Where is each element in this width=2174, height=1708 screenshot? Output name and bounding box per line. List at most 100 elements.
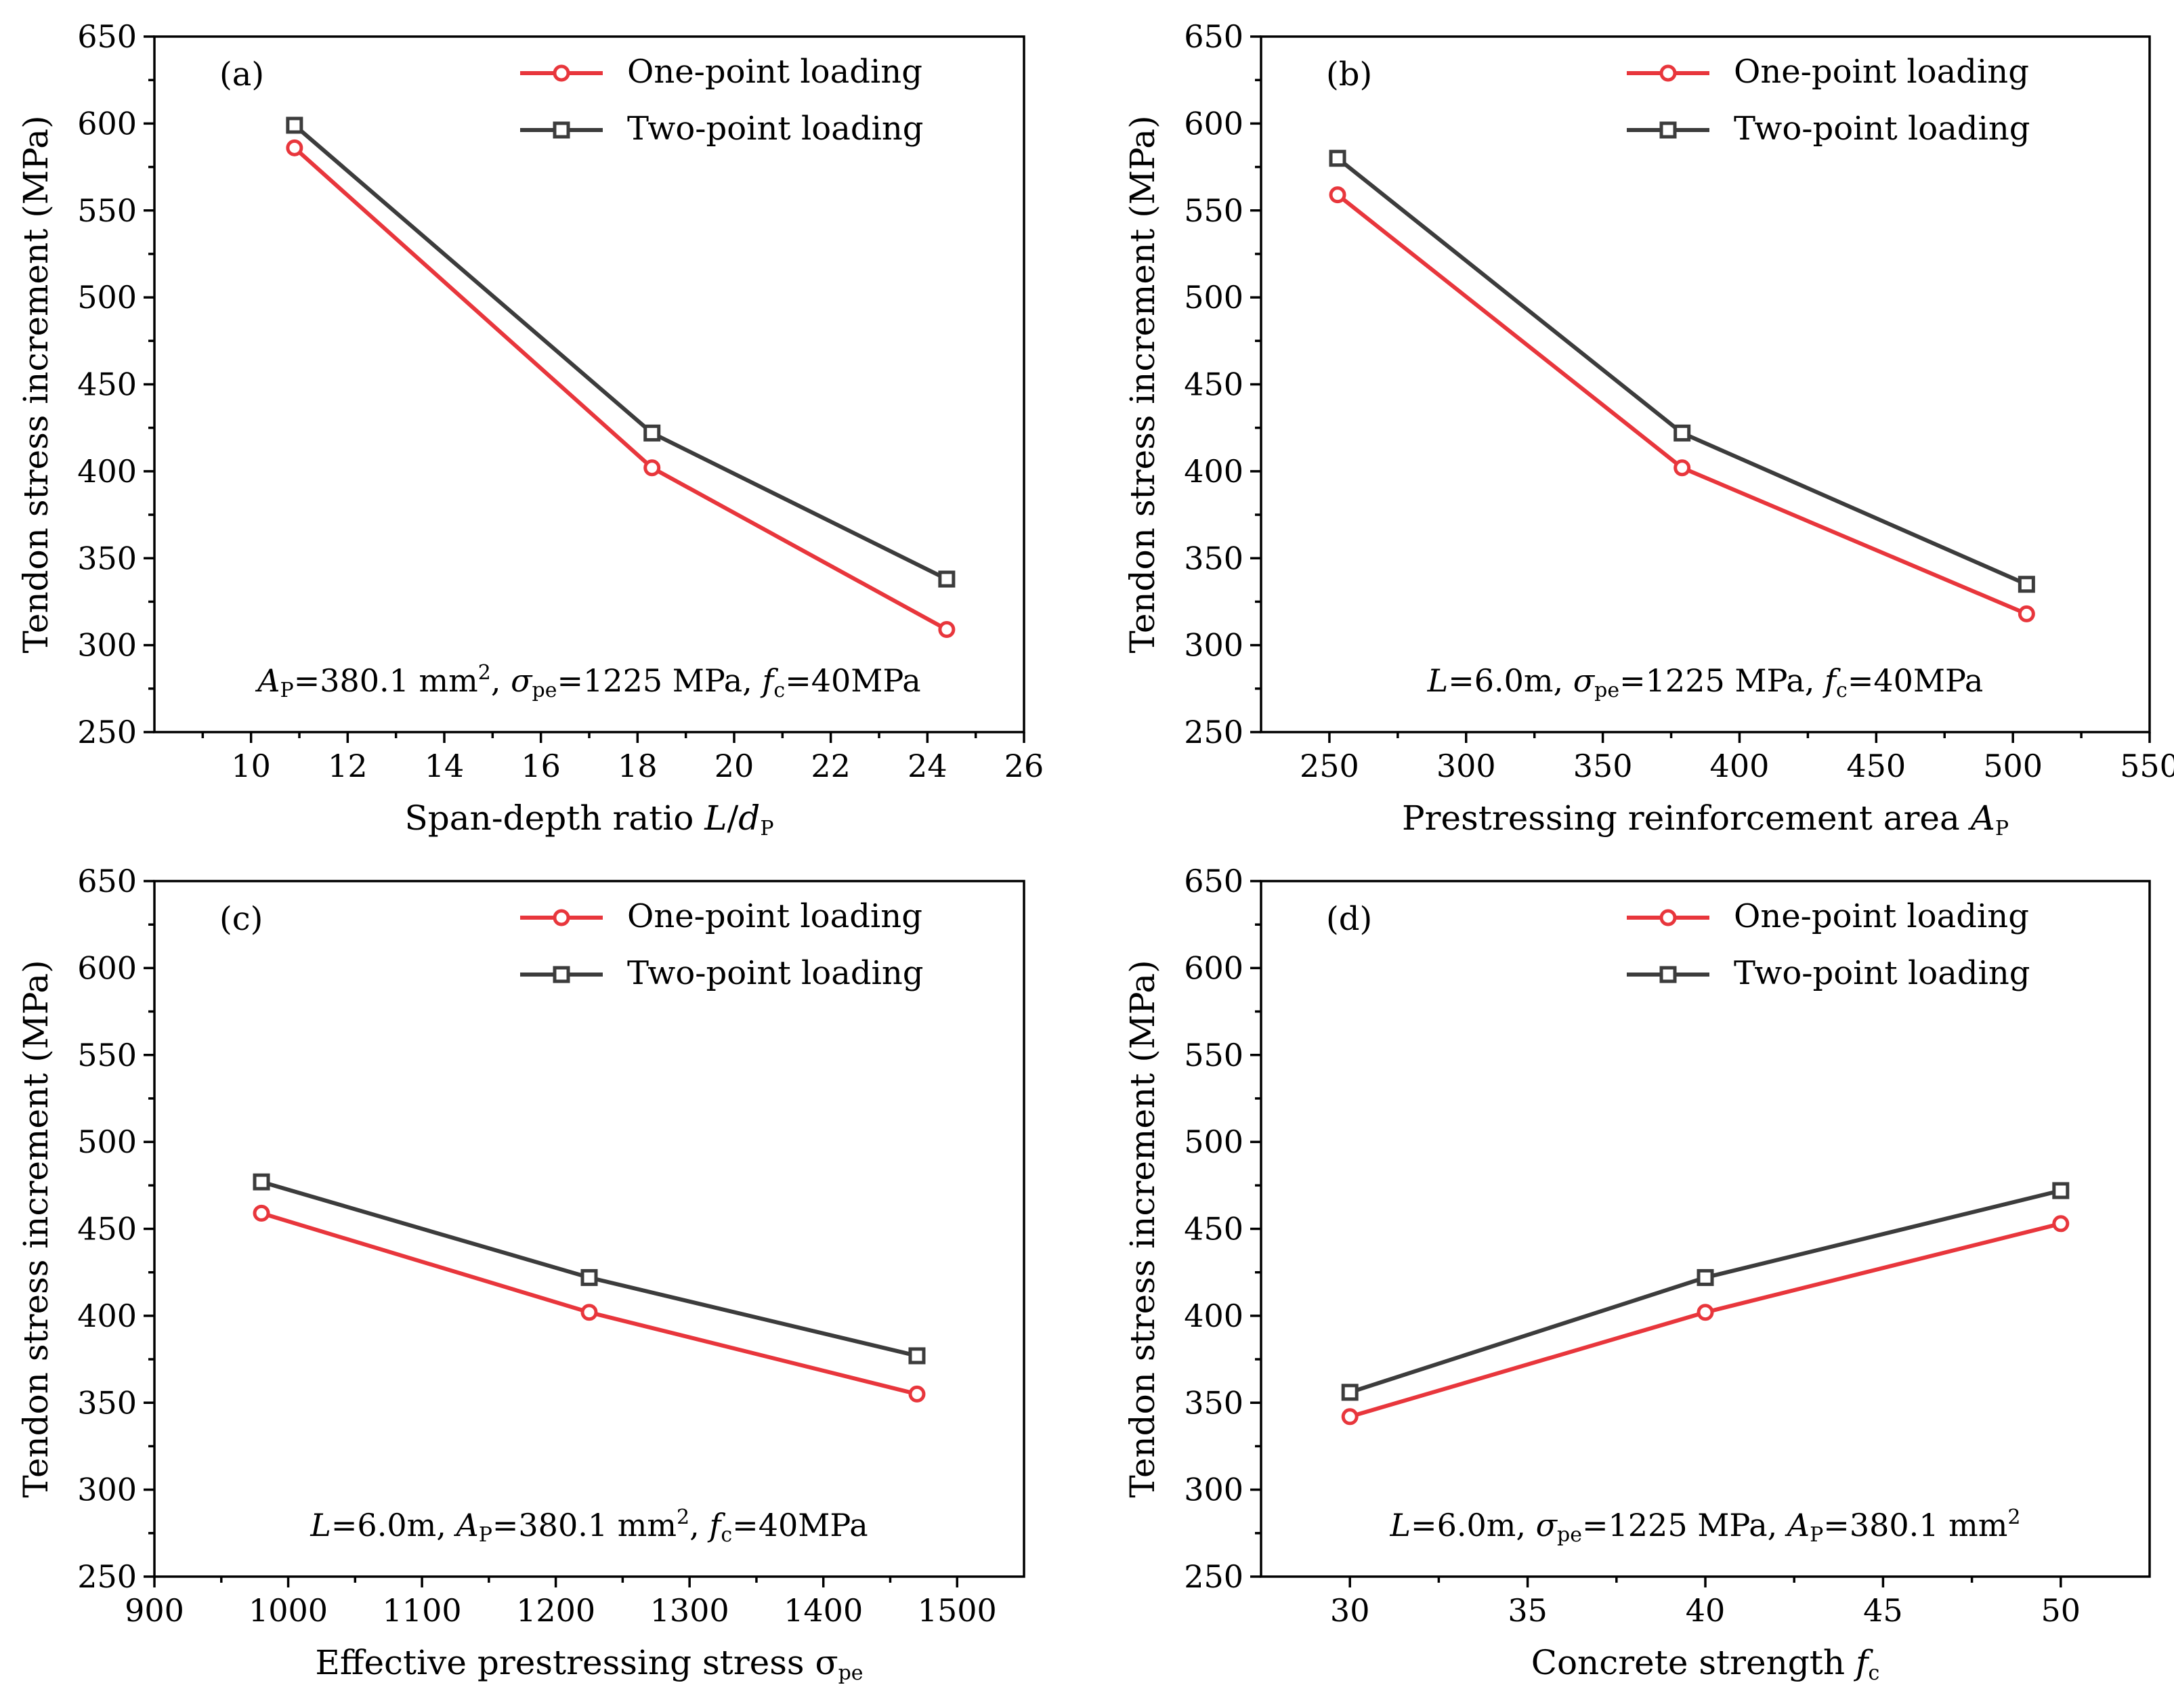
- data-point-two-point: [1674, 424, 1691, 442]
- condition-note: AP=380.1 mm2, σpe=1225 MPa, fc=40MPa: [255, 661, 920, 702]
- x-tick-label: 26: [1004, 748, 1044, 784]
- legend-marker-one-point: [1659, 64, 1677, 82]
- legend-label-one-point: One-point loading: [627, 53, 922, 91]
- x-tick-label: 250: [1300, 748, 1359, 784]
- y-tick-label: 450: [1184, 1211, 1243, 1247]
- x-tick-label: 1000: [249, 1592, 328, 1629]
- y-tick-label: 350: [1184, 1384, 1243, 1421]
- x-tick-label: 1500: [918, 1592, 997, 1629]
- x-tick-label: 1300: [650, 1592, 729, 1629]
- x-tick-label: 1400: [784, 1592, 863, 1629]
- y-axis-label: Tendon stress increment (MPa): [16, 115, 56, 653]
- y-axis-label: Tendon stress increment (MPa): [1123, 115, 1162, 653]
- x-tick-label: 16: [521, 748, 561, 784]
- x-tick-label: 900: [125, 1592, 184, 1629]
- x-tick-label: 20: [715, 748, 754, 784]
- x-tick-label: 50: [2041, 1592, 2081, 1629]
- panel-c: 250 300 350 400 450 500 550 600 650 900 1000 1100 12…: [16, 863, 1025, 1685]
- series-line-one-point: [261, 1211, 918, 1396]
- x-tick-label: 1200: [516, 1592, 595, 1629]
- legend-marker-one-point: [553, 909, 570, 926]
- y-tick-label: 600: [1184, 949, 1243, 986]
- y-tick-label: 350: [77, 1384, 137, 1421]
- data-point-one-point: [286, 139, 303, 156]
- x-tick-label: 350: [1573, 748, 1633, 784]
- y-tick-label: 500: [77, 1124, 137, 1160]
- data-point-one-point: [1329, 186, 1346, 204]
- panel-d: 250 300 350 400 450 500 550 600 650 30 35 40 45 50 Ten…: [1123, 863, 2151, 1685]
- x-tick-label: 22: [811, 748, 851, 784]
- data-point-one-point: [1341, 1408, 1359, 1426]
- y-tick-label: 600: [1184, 105, 1243, 142]
- y-tick-label: 250: [77, 1558, 137, 1595]
- y-tick-label: 350: [1184, 540, 1243, 576]
- y-tick-label: 250: [1184, 714, 1243, 750]
- x-tick-label: 30: [1330, 1592, 1370, 1629]
- legend-marker-one-point: [1659, 909, 1677, 926]
- y-tick-label: 650: [77, 18, 137, 55]
- data-point-one-point: [253, 1204, 270, 1222]
- y-tick-label: 600: [77, 949, 137, 986]
- y-tick-label: 400: [77, 453, 137, 490]
- y-tick-label: 650: [77, 863, 137, 899]
- y-tick-label: 250: [1184, 1558, 1243, 1595]
- x-tick-label: 1100: [383, 1592, 462, 1629]
- data-point-one-point: [1674, 459, 1691, 477]
- data-point-two-point: [580, 1268, 598, 1286]
- y-axis-label: Tendon stress increment (MPa): [1123, 960, 1162, 1497]
- y-tick-label: 300: [1184, 1472, 1243, 1508]
- y-tick-label: 400: [1184, 1298, 1243, 1334]
- y-tick-label: 550: [1184, 192, 1243, 229]
- y-tick-label: 350: [77, 540, 137, 576]
- y-tick-label: 300: [77, 1472, 137, 1508]
- x-axis-label: Concrete strength fc: [1531, 1643, 1880, 1685]
- panel-tag: (a): [219, 56, 264, 93]
- x-tick-label: 400: [1710, 748, 1770, 784]
- y-tick-label: 250: [77, 714, 137, 750]
- x-tick-label: 24: [908, 748, 947, 784]
- data-point-two-point: [643, 424, 661, 442]
- data-point-one-point: [2052, 1215, 2070, 1233]
- condition-note: L=6.0m, σpe=1225 MPa, fc=40MPa: [1427, 662, 1984, 702]
- legend-label-one-point: One-point loading: [627, 897, 922, 935]
- data-point-one-point: [908, 1385, 926, 1403]
- y-tick-label: 650: [1184, 18, 1243, 55]
- x-tick-label: 300: [1436, 748, 1496, 784]
- data-point-two-point: [1697, 1268, 1714, 1286]
- legend-marker-one-point: [553, 64, 570, 82]
- series-line-two-point: [1336, 156, 2028, 586]
- x-tick-label: 500: [1983, 748, 2043, 784]
- y-tick-label: 400: [1184, 453, 1243, 490]
- panel-tag: (c): [219, 900, 263, 938]
- series-line-one-point: [293, 146, 948, 632]
- series-line-two-point: [1349, 1189, 2062, 1394]
- series-line-two-point: [293, 123, 948, 581]
- x-tick-label: 45: [1863, 1592, 1903, 1629]
- y-tick-label: 450: [77, 1211, 137, 1247]
- legend-marker-two-point: [1659, 966, 1677, 983]
- y-tick-label: 450: [77, 366, 137, 403]
- y-tick-label: 300: [1184, 627, 1243, 664]
- series-line-two-point: [261, 1180, 918, 1358]
- y-tick-label: 650: [1184, 863, 1243, 899]
- x-tick-label: 10: [231, 748, 271, 784]
- legend-label-one-point: One-point loading: [1734, 897, 2029, 935]
- y-tick-label: 550: [1184, 1037, 1243, 1073]
- y-axis-label: Tendon stress increment (MPa): [16, 960, 56, 1497]
- panel-a: 250 300 350 400 450 500 550 600 650 10 12 14 16 18 20 2…: [16, 18, 1044, 840]
- legend-label-two-point: Two-point loading: [627, 954, 924, 992]
- data-point-two-point: [1329, 150, 1346, 167]
- legend-label-two-point: Two-point loading: [627, 110, 924, 148]
- legend-marker-two-point: [553, 121, 570, 139]
- data-point-two-point: [938, 570, 956, 588]
- condition-note: L=6.0m, AP=380.1 mm2, fc=40MPa: [310, 1506, 868, 1547]
- data-point-two-point: [2052, 1182, 2070, 1199]
- legend-label-two-point: Two-point loading: [1734, 954, 2030, 992]
- y-tick-label: 500: [77, 279, 137, 316]
- condition-note: L=6.0m, σpe=1225 MPa, AP=380.1 mm2: [1390, 1506, 2021, 1547]
- x-tick-label: 14: [425, 748, 465, 784]
- x-tick-label: 35: [1508, 1592, 1548, 1629]
- x-axis-label: Effective prestressing stress σpe: [315, 1643, 863, 1685]
- series-line-one-point: [1336, 193, 2028, 616]
